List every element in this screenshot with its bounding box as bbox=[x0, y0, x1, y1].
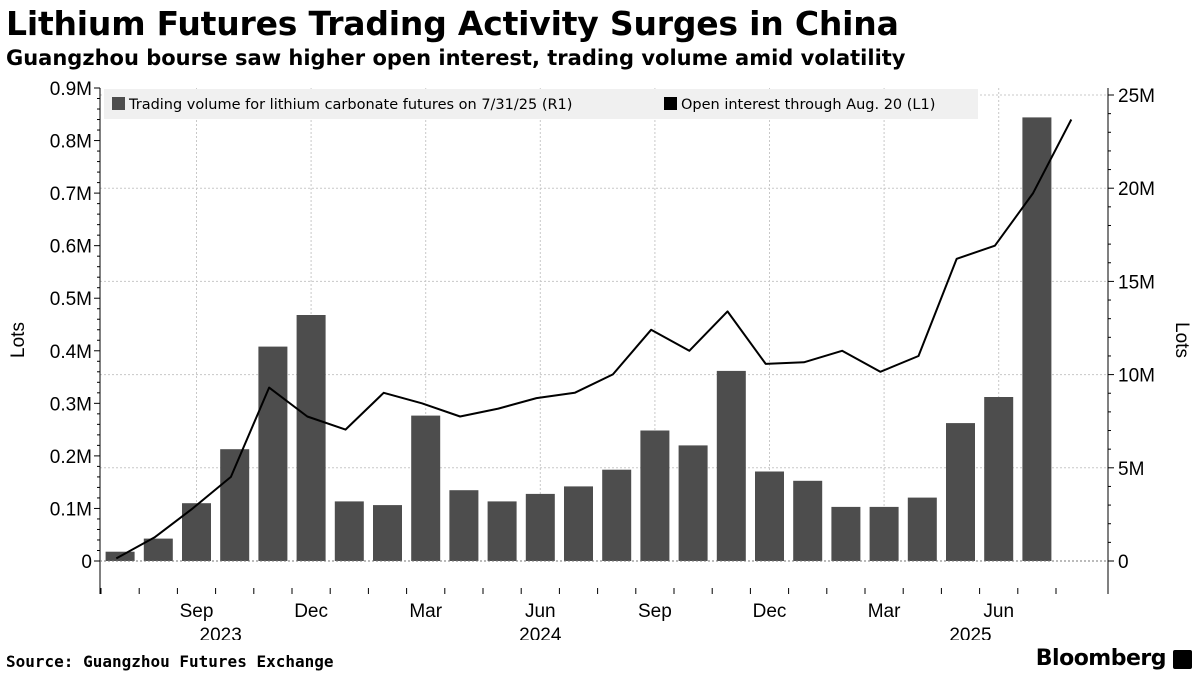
volume-bar bbox=[1022, 117, 1052, 562]
legend: Trading volume for lithium carbonate fut… bbox=[112, 97, 935, 113]
right-axis-ticks: 0 5M 10M 15M 20M 25M bbox=[1108, 86, 1155, 573]
volume-bar bbox=[793, 480, 823, 561]
left-tick-label: 0.8M bbox=[50, 132, 92, 153]
legend-label-volume: Trading volume for lithium carbonate fut… bbox=[128, 97, 572, 113]
right-tick-label: 0 bbox=[1118, 552, 1129, 573]
chart-subtitle: Guangzhou bourse saw higher open interes… bbox=[6, 46, 906, 70]
x-month-label: Mar bbox=[409, 601, 442, 622]
x-month-label: Mar bbox=[868, 601, 901, 622]
legend-swatch-volume bbox=[112, 97, 125, 110]
legend-background bbox=[104, 89, 978, 119]
right-tick-label: 20M bbox=[1118, 179, 1155, 200]
left-tick-label: 0.1M bbox=[50, 499, 92, 520]
left-tick-label: 0.5M bbox=[50, 289, 92, 310]
right-tick-label: 25M bbox=[1118, 86, 1155, 107]
left-tick-label: 0.2M bbox=[50, 447, 92, 468]
volume-bar bbox=[143, 538, 173, 561]
volume-bar bbox=[640, 430, 670, 561]
left-tick-label: 0.7M bbox=[50, 184, 92, 205]
volume-bar bbox=[946, 423, 975, 561]
left-tick-label: 0 bbox=[81, 552, 92, 573]
volume-bar bbox=[678, 445, 708, 561]
volume-bar bbox=[907, 497, 937, 561]
right-tick-label: 5M bbox=[1118, 459, 1144, 480]
source-note: Source: Guangzhou Futures Exchange bbox=[6, 652, 334, 671]
volume-bar bbox=[831, 506, 861, 561]
left-axis-label: Lots bbox=[8, 322, 29, 358]
x-month-label: Jun bbox=[983, 601, 1014, 622]
right-tick-label: 10M bbox=[1118, 366, 1155, 387]
volume-bar bbox=[525, 493, 555, 561]
right-axis-label: Lots bbox=[1171, 322, 1192, 358]
bloomberg-logo: Bloomberg bbox=[1035, 646, 1167, 671]
legend-swatch-open-interest bbox=[664, 97, 677, 110]
volume-bar bbox=[869, 506, 899, 561]
chart-title: Lithium Futures Trading Activity Surges … bbox=[6, 4, 899, 43]
volume-bar bbox=[564, 486, 593, 561]
volume-bar bbox=[716, 370, 746, 561]
left-tick-label: 0.6M bbox=[50, 237, 92, 258]
x-axis-ticks: Sep Dec Mar Jun Sep Dec Mar Jun 2023 2024 2025 bbox=[100, 588, 1057, 640]
volume-bar bbox=[296, 315, 326, 561]
x-year-label: 2024 bbox=[519, 625, 562, 640]
volume-bars bbox=[105, 117, 1052, 562]
bloomberg-terminal-icon bbox=[1173, 650, 1192, 669]
x-year-label: 2023 bbox=[200, 625, 242, 640]
volume-bar bbox=[449, 490, 479, 561]
chart-area: Trading volume for lithium carbonate fut… bbox=[8, 79, 1192, 640]
volume-bar bbox=[487, 501, 517, 561]
left-tick-label: 0.4M bbox=[50, 342, 92, 363]
x-month-label: Jun bbox=[525, 601, 556, 622]
x-year-label: 2025 bbox=[949, 625, 991, 640]
volume-bar bbox=[411, 415, 441, 561]
volume-bar bbox=[373, 505, 402, 561]
left-axis-ticks: 0 0.1M 0.2M 0.3M 0.4M 0.5M 0.6M 0.7M 0.8M 0.9M bbox=[50, 79, 100, 573]
left-tick-label: 0.3M bbox=[50, 394, 92, 415]
volume-bar bbox=[984, 397, 1014, 561]
x-month-label: Sep bbox=[638, 601, 672, 622]
x-month-label: Dec bbox=[753, 601, 787, 622]
x-month-label: Dec bbox=[294, 601, 328, 622]
x-month-label: Sep bbox=[180, 601, 214, 622]
volume-bar bbox=[755, 471, 784, 561]
right-tick-label: 15M bbox=[1118, 272, 1155, 293]
volume-bar bbox=[182, 503, 211, 561]
legend-label-open-interest: Open interest through Aug. 20 (L1) bbox=[681, 97, 935, 113]
open-interest-line bbox=[115, 119, 1073, 560]
volume-bar bbox=[602, 469, 632, 561]
volume-bar bbox=[334, 501, 364, 561]
volume-bar bbox=[258, 346, 288, 561]
left-tick-label: 0.9M bbox=[50, 79, 92, 100]
